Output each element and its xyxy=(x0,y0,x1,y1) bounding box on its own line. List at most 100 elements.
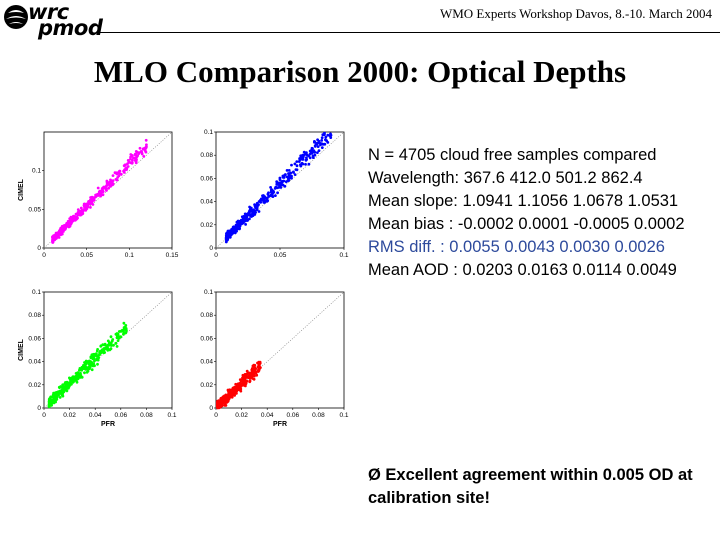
data-point xyxy=(326,133,330,137)
data-point xyxy=(82,204,86,207)
data-point xyxy=(79,206,83,210)
data-point xyxy=(61,226,64,230)
data-point xyxy=(237,385,241,389)
data-point xyxy=(224,404,228,407)
data-point xyxy=(87,367,91,370)
data-point xyxy=(220,396,223,400)
scatter-plot-501: 0 0.02 0.04 0.06 0.08 0.1 0 0.02 0.04 0.06 0.08 0.1… xyxy=(14,288,184,438)
data-point xyxy=(80,365,84,369)
data-point xyxy=(63,228,66,231)
data-point xyxy=(323,131,326,135)
data-point xyxy=(87,200,90,203)
data-point xyxy=(122,171,126,174)
data-point xyxy=(235,392,238,395)
data-point xyxy=(288,174,291,178)
workshop-caption: WMO Experts Workshop Davos, 8.-10. March… xyxy=(439,6,712,21)
data-point xyxy=(321,142,325,146)
data-point xyxy=(115,345,119,348)
data-point xyxy=(83,361,87,365)
data-point xyxy=(244,223,247,226)
data-point xyxy=(251,372,255,376)
wavelength-label: 367.6 xyxy=(48,135,66,142)
sample-count-text: N = 4705 cloud free samples compared xyxy=(368,146,657,164)
data-point xyxy=(228,235,232,239)
data-point xyxy=(262,197,266,200)
x-tick-label: 0.02 xyxy=(63,412,76,419)
x-axis-title: PFR xyxy=(273,421,287,428)
data-point xyxy=(144,138,148,142)
data-point xyxy=(91,199,94,203)
data-point xyxy=(262,194,265,197)
x-tick-label: 0.05 xyxy=(80,252,93,259)
data-point xyxy=(104,187,108,191)
data-point xyxy=(116,339,120,342)
x-tick-label: 0.05 xyxy=(274,252,287,259)
data-point xyxy=(299,164,303,168)
data-point xyxy=(129,155,132,159)
data-point xyxy=(59,391,63,395)
data-point xyxy=(110,339,114,343)
data-point xyxy=(96,358,100,362)
data-point xyxy=(89,356,93,360)
data-point xyxy=(244,212,248,216)
data-point xyxy=(115,172,119,176)
data-point xyxy=(99,344,103,348)
data-point xyxy=(62,390,66,394)
data-point xyxy=(252,209,256,213)
y-tick-label: 0.04 xyxy=(200,359,213,366)
data-point xyxy=(309,151,313,155)
x-tick-label: 0 xyxy=(214,252,218,259)
x-tick-label: 0.06 xyxy=(114,412,127,419)
data-point xyxy=(86,369,90,373)
data-point xyxy=(118,169,122,173)
data-point xyxy=(75,380,79,384)
data-point xyxy=(105,180,109,184)
data-point xyxy=(125,329,128,333)
scatter-plot-412: 0 0.05 0.1 0 0.02 0.04 0.06 0.08 0.1 412.0 xyxy=(186,128,356,278)
data-point xyxy=(220,404,224,407)
data-point xyxy=(267,191,270,195)
data-point xyxy=(68,224,72,228)
data-point xyxy=(98,352,102,356)
data-point xyxy=(297,160,301,163)
data-point xyxy=(108,343,112,347)
data-point xyxy=(283,173,287,177)
y-tick-label: 0.05 xyxy=(28,206,41,213)
data-point xyxy=(313,150,317,154)
data-point xyxy=(103,343,106,347)
header-rule xyxy=(96,32,720,33)
data-point xyxy=(295,160,299,163)
data-point xyxy=(124,327,128,330)
data-point xyxy=(249,372,253,376)
data-point xyxy=(223,397,227,400)
data-point xyxy=(109,178,112,182)
data-point xyxy=(308,156,312,160)
data-point xyxy=(74,372,78,375)
data-point xyxy=(255,201,259,205)
data-point xyxy=(249,206,252,210)
data-point xyxy=(100,187,104,190)
data-point xyxy=(317,149,321,152)
wavelength-label: 862.4 xyxy=(220,295,238,302)
conclusion-bullet: Ø Excellent agreement within 0.005 OD at… xyxy=(368,466,693,507)
scatter-svg: 0 0.05 0.1 0.15 0 0.05 0.1 CIMEL 367.6 xyxy=(18,131,179,259)
data-point xyxy=(129,157,132,161)
data-point xyxy=(96,186,100,190)
data-point xyxy=(73,378,76,382)
data-point xyxy=(247,211,251,214)
data-point xyxy=(89,206,92,209)
x-tick-label: 0.1 xyxy=(339,252,348,259)
data-point xyxy=(70,221,73,225)
x-tick-label: 0.1 xyxy=(125,252,134,259)
data-point xyxy=(269,186,272,189)
scatter-svg: 0 0.02 0.04 0.06 0.08 0.1 0 0.02 0.04 0.06 0.08 0.1… xyxy=(200,289,349,428)
mean-slope-text: Mean slope: 1.0941 1.1056 1.0678 1.0531 xyxy=(368,192,679,210)
mean-aod-text: Mean AOD : 0.0203 0.0163 0.0114 0.0049 xyxy=(368,261,677,279)
data-point xyxy=(126,162,129,166)
data-point xyxy=(70,377,74,381)
data-point xyxy=(90,368,94,372)
data-point xyxy=(74,212,78,216)
data-point xyxy=(258,361,262,365)
data-point xyxy=(230,229,234,233)
y-tick-label: 0.06 xyxy=(28,335,41,342)
